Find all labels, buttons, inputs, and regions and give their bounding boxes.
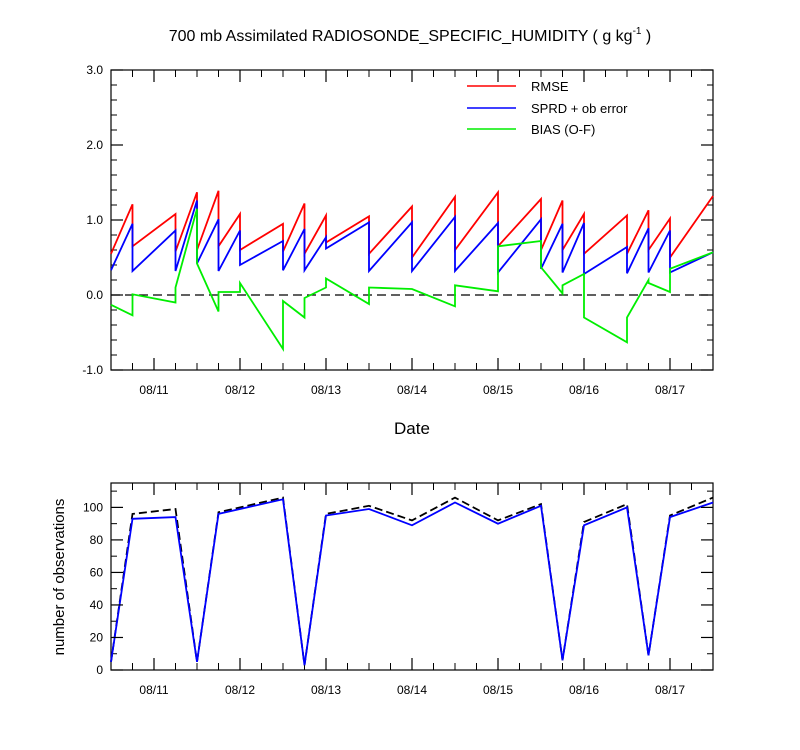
y-tick-label: 20 bbox=[90, 630, 104, 644]
y-tick-label: 1.0 bbox=[86, 213, 103, 227]
legend-entry-bias: BIAS (O-F) bbox=[467, 122, 595, 137]
x-tick-label: 08/15 bbox=[483, 383, 513, 397]
y-tick-label: 100 bbox=[83, 500, 103, 514]
y-tick-label: 0 bbox=[96, 663, 103, 677]
x-tick-label: 08/11 bbox=[139, 383, 168, 397]
x-tick-label: 08/12 bbox=[225, 683, 255, 697]
y-tick-label: 3.0 bbox=[86, 63, 103, 77]
x-tick-label: 08/11 bbox=[139, 683, 168, 697]
y-tick-label: 0.0 bbox=[86, 288, 103, 302]
series-line-observations-possible bbox=[110, 496, 714, 666]
x-tick-label: 08/14 bbox=[397, 683, 427, 697]
y-tick-label: 40 bbox=[90, 598, 104, 612]
x-tick-label: 08/15 bbox=[483, 683, 513, 697]
x-tick-label: 08/17 bbox=[655, 383, 685, 397]
y-tick-label: 2.0 bbox=[86, 138, 103, 152]
x-tick-label: 08/14 bbox=[397, 383, 427, 397]
bottom-chart: 0 20 40 60 80 100 08/11 08/12 08/13 08/14 08/15 08… bbox=[51, 482, 714, 697]
x-tick-label: 08/16 bbox=[569, 683, 599, 697]
series-line-sprd-ob-error bbox=[110, 200, 714, 276]
top-chart: -1.0 0.0 1.0 2.0 3.0 08/11 08/12 08/13 08/14 08/… bbox=[82, 63, 714, 438]
bottom-plot-frame bbox=[110, 482, 714, 671]
x-tick-label: 08/16 bbox=[569, 383, 599, 397]
legend: RMSE SPRD + ob error BIAS (O-F) bbox=[467, 79, 628, 137]
series-line-rmse bbox=[110, 189, 714, 261]
x-tick-label: 08/13 bbox=[311, 383, 341, 397]
series-line-observations-assimilated bbox=[110, 498, 714, 666]
legend-label-bias: BIAS (O-F) bbox=[531, 122, 595, 137]
x-axis-title: Date bbox=[394, 419, 430, 438]
legend-entry-rmse: RMSE bbox=[467, 79, 569, 94]
x-tick-label: 08/17 bbox=[655, 683, 685, 697]
x-tick-label: 08/12 bbox=[225, 383, 255, 397]
legend-label-sprd: SPRD + ob error bbox=[531, 101, 628, 116]
x-tick-label: 08/13 bbox=[311, 683, 341, 697]
y-tick-label: -1.0 bbox=[82, 363, 103, 377]
y-axis-title-observations: number of observations bbox=[51, 499, 68, 656]
y-tick-label: 60 bbox=[90, 565, 104, 579]
series-line-bias-o-f bbox=[110, 208, 714, 353]
y-tick-label: 80 bbox=[90, 533, 104, 547]
legend-entry-sprd: SPRD + ob error bbox=[467, 101, 628, 116]
chart-title: 700 mb Assimilated RADIOSONDE_SPECIFIC_H… bbox=[169, 26, 652, 45]
legend-label-rmse: RMSE bbox=[531, 79, 569, 94]
